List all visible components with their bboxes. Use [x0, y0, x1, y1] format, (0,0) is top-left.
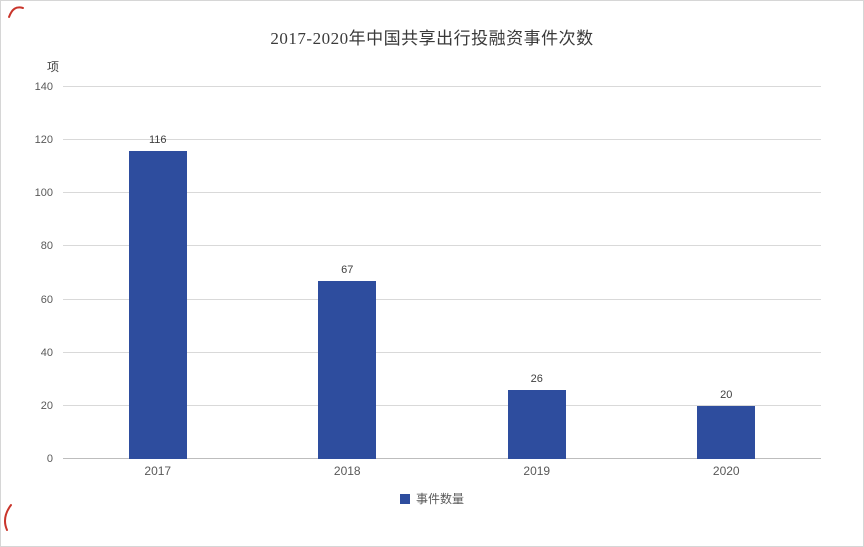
bar-2018: [318, 280, 377, 459]
y-axis-tick-labels: 0 20 40 60 80 100 120 140: [1, 81, 53, 465]
chart-title: 2017-2020年中国共享出行投融资事件次数: [270, 29, 594, 48]
x-axis-tick-labels: 2017 2018 2019 2020: [63, 464, 821, 482]
bar-value-label: 26: [530, 372, 543, 385]
y-tick-label: 60: [40, 293, 53, 306]
bar-2020: [697, 405, 756, 459]
gridline: [63, 245, 821, 247]
legend-label: 事件数量: [415, 492, 464, 506]
gridline: [63, 192, 821, 194]
bar-value-label: 116: [148, 133, 167, 146]
bar-2019: [507, 389, 566, 459]
gridline: [63, 86, 821, 87]
x-tick-label: 2019: [523, 464, 551, 478]
plot-area: 116 67 26 20: [63, 86, 821, 459]
gridline: [63, 139, 821, 141]
y-tick-label: 0: [46, 453, 53, 465]
legend: 事件数量: [1, 490, 863, 507]
red-annotation-mark-bottom: [3, 504, 12, 531]
y-tick-label: 80: [40, 240, 53, 253]
y-tick-label: 40: [40, 346, 53, 359]
bar-2017: [128, 150, 187, 459]
x-tick-label: 2017: [144, 464, 172, 478]
bar-value-label: 67: [341, 263, 354, 276]
x-tick-label: 2018: [333, 464, 361, 478]
gridline: [63, 298, 821, 300]
x-tick-label: 2020: [712, 464, 740, 478]
bar-value-label: 20: [720, 388, 733, 401]
y-tick-label: 100: [34, 187, 53, 200]
gridline: [63, 404, 821, 406]
y-tick-label: 140: [34, 81, 53, 93]
y-axis-unit-label: 项: [47, 60, 60, 74]
y-tick-label: 120: [34, 134, 53, 147]
y-tick-label: 20: [40, 399, 53, 412]
gridline: [63, 351, 821, 353]
legend-swatch: [399, 493, 410, 504]
red-annotation-mark-top: [8, 6, 24, 18]
x-axis-line: [63, 458, 821, 459]
